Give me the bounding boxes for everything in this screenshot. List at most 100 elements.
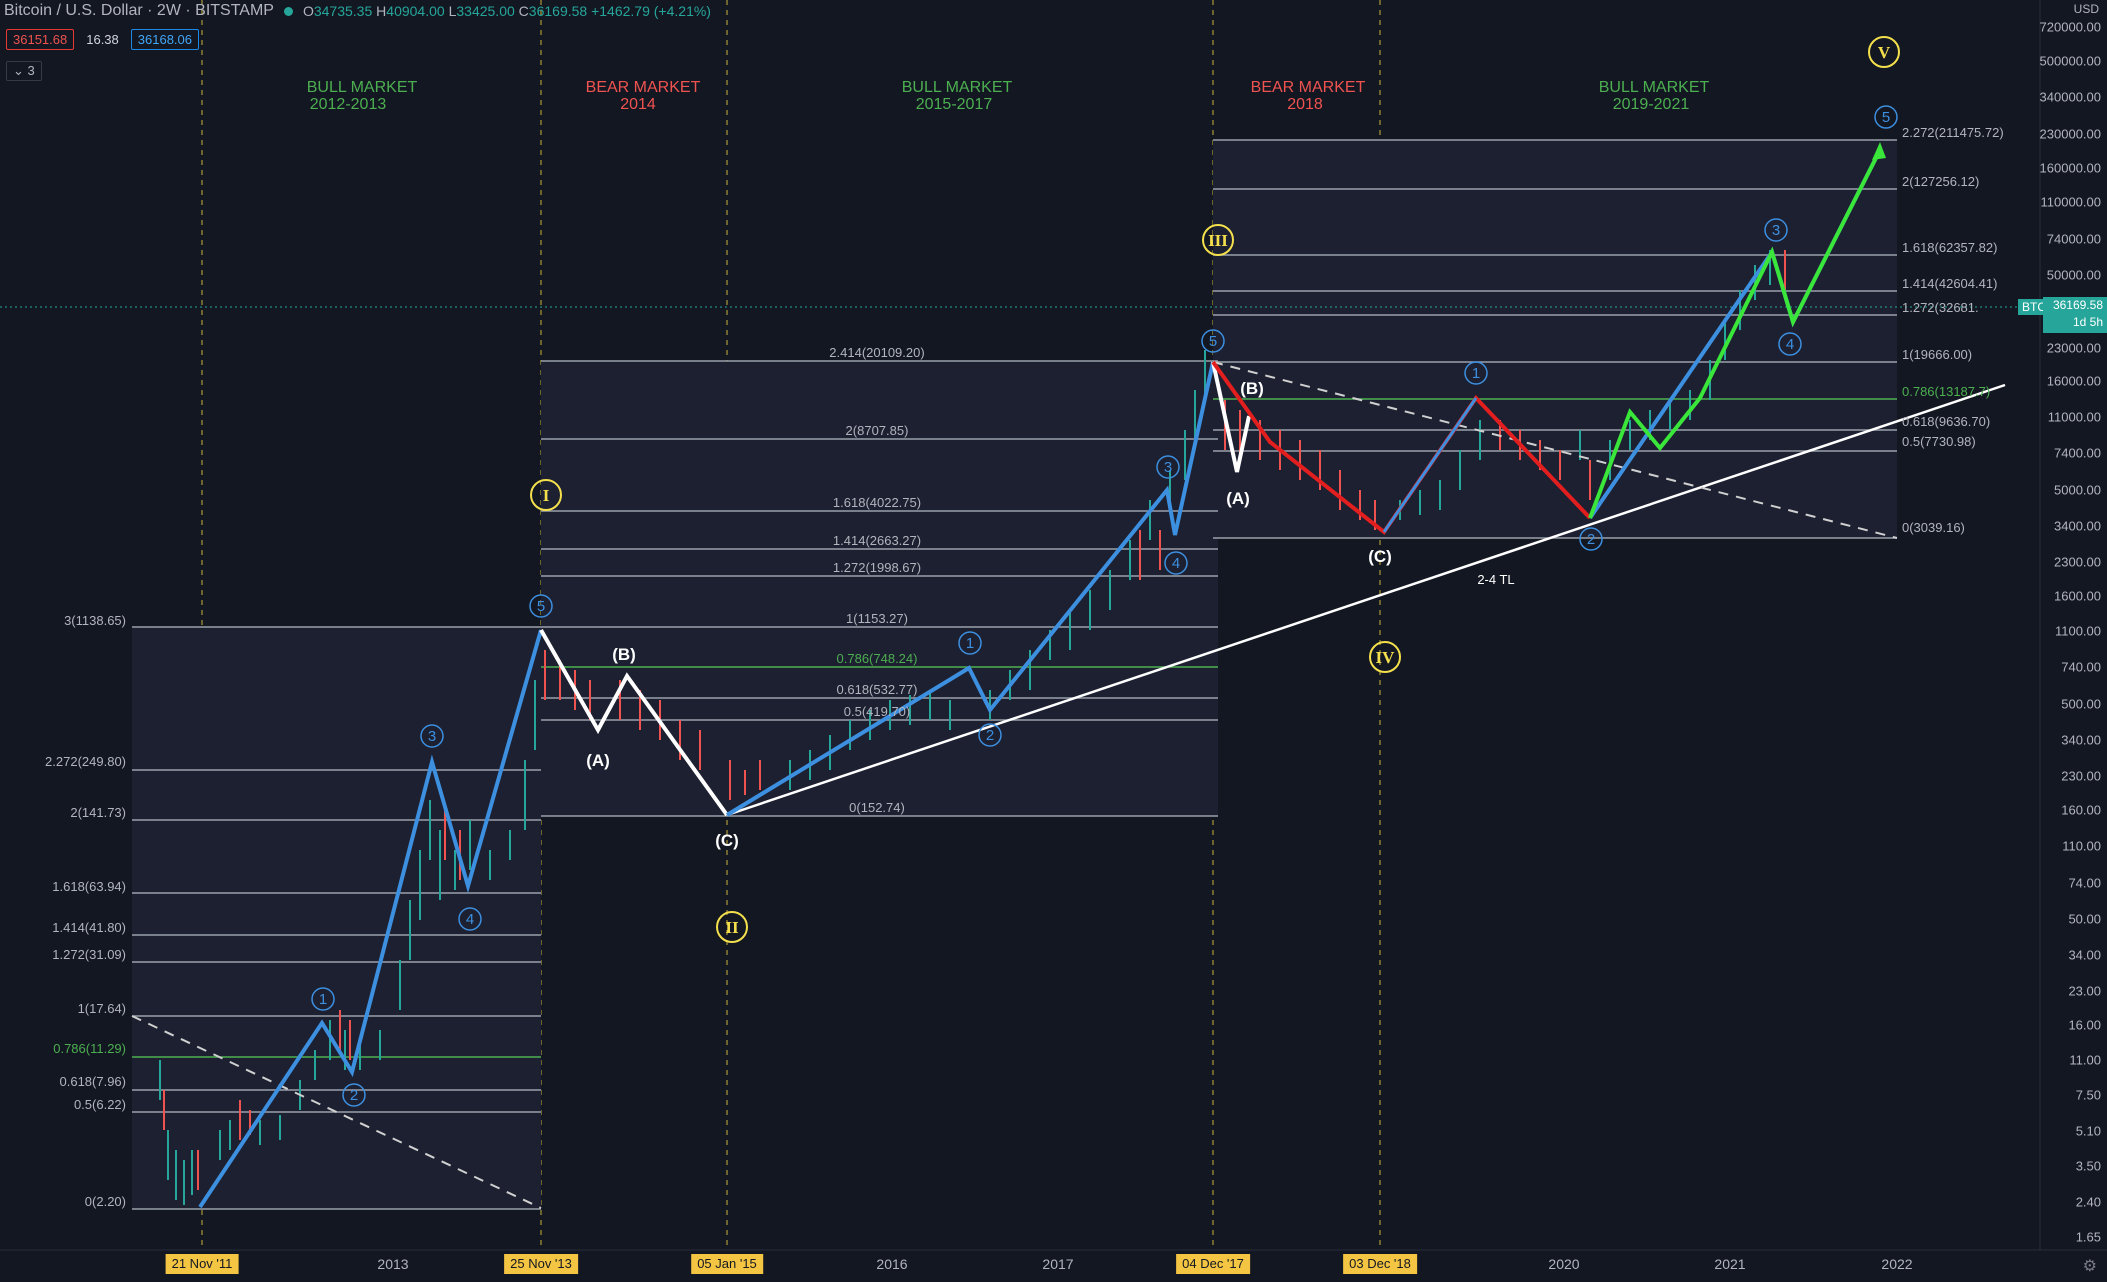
major-wave-label-i: I (530, 479, 562, 511)
price-axis-label: 230000.00 (2039, 126, 2101, 142)
fib-label: 0.618(9636.70) (1902, 414, 1990, 429)
close-value: 36169.58 (528, 3, 588, 19)
fib-label-green: 0.786(748.24) (837, 651, 918, 666)
fib-label: 1.414(2663.27) (833, 533, 921, 548)
currency-label[interactable]: USD (2073, 2, 2099, 16)
price-axis-label: 340000.00 (2039, 89, 2101, 105)
market-label-3a: BULL MARKET (902, 79, 1013, 96)
wave-label-4: 4 (1778, 332, 1802, 356)
fib-label: 3(1138.65) (64, 613, 126, 628)
svg-text:V: V (1878, 43, 1891, 62)
price-axis-label: 2300.00 (2054, 554, 2101, 570)
wave-label-b: (B) (1240, 379, 1264, 398)
highlighted-date: 03 Dec '18 (1343, 1254, 1417, 1274)
fib-label: 2(141.73) (70, 805, 126, 820)
chevron-down-icon: ⌄ (13, 63, 24, 78)
price-axis-label: 1600.00 (2054, 588, 2101, 604)
fib-label: 1(17.64) (78, 1001, 126, 1016)
fib-label: 0.618(7.96) (60, 1074, 127, 1089)
price-axis-label: 230.00 (2061, 768, 2101, 784)
market-label-5b: 2019-2021 (1613, 96, 1690, 113)
fib-label: 0(3039.16) (1902, 520, 1965, 535)
buy-button[interactable]: 36168.06 (130, 29, 200, 50)
svg-text:5: 5 (1209, 333, 1217, 350)
svg-text:IV: IV (1376, 648, 1396, 667)
svg-text:3: 3 (1164, 459, 1172, 476)
wave-label-a: (A) (1226, 489, 1250, 508)
wave-correction-2018-white (1211, 361, 1251, 473)
wave-label-2: 2 (342, 1083, 366, 1107)
price-axis-label: 5.10 (2075, 1123, 2101, 1139)
fib-label: 0.5(7730.98) (1902, 434, 1976, 449)
current-price-label: 36169.58 1d 5h (2043, 297, 2107, 333)
highlighted-date: 21 Nov '11 (165, 1254, 239, 1274)
fib-label: 1(19666.00) (1902, 347, 1972, 362)
major-wave-label-iii: III (1202, 224, 1234, 256)
wave-label-c: (C) (715, 831, 739, 850)
major-wave-label-ii: II (716, 911, 748, 943)
bar-countdown: 1d 5h (2072, 315, 2103, 329)
highlighted-date: 04 Dec '17 (1176, 1254, 1250, 1274)
fib-lines-2018-2021 (1213, 139, 1897, 539)
fib-label: 0.5(6.22) (74, 1097, 126, 1112)
fib-lines-2014-2017 (541, 360, 1218, 817)
market-label-4b: 2018 (1287, 96, 1323, 113)
fib-label: 1.414(42604.41) (1902, 276, 1997, 291)
fib-zone (132, 627, 541, 1209)
trade-buttons: 36151.68 16.38 36168.06 (6, 29, 200, 50)
symbol-title[interactable]: Bitcoin / U.S. Dollar · 2W · BITSTAMP (4, 2, 274, 19)
wave-label-5: 5 (1201, 329, 1225, 353)
price-axis-label: 1100.00 (2054, 623, 2101, 639)
market-labels: BULL MARKET 2012-2013 BEAR MARKET 2014 B… (307, 79, 1710, 113)
svg-text:2: 2 (350, 1087, 358, 1104)
price-axis-label: 16000.00 (2046, 373, 2101, 389)
trendline-2-4 (726, 383, 2006, 817)
market-status-dot (283, 6, 293, 16)
wave-impulse-2011-2013 (198, 629, 543, 1209)
fib-label-green: 0.786(13187.7) (1902, 384, 1990, 399)
fib-label: 0(2.20) (85, 1194, 126, 1209)
price-axis-label: 74.00 (2068, 875, 2101, 891)
price-axis-label: 720000.00 (2039, 19, 2101, 35)
wave-label-2: 2 (978, 723, 1002, 747)
sell-button[interactable]: 36151.68 (6, 29, 75, 50)
wave-impulse-2015-2017 (725, 361, 1215, 817)
market-label-2a: BEAR MARKET (586, 79, 701, 96)
spread-value: 16.38 (86, 32, 119, 47)
settings-gear-icon[interactable]: ⚙ (2082, 1258, 2097, 1275)
fib-labels-2014-2017: 2.414(20109.20) 2(8707.85) 1.618(4022.75… (829, 345, 924, 815)
indicators-toggle[interactable]: ⌄ 3 (6, 61, 42, 81)
price-axis-label: 3.50 (2075, 1158, 2101, 1174)
low-value: 33425.00 (456, 3, 515, 19)
price-axis-label: 2.40 (2075, 1194, 2101, 1210)
svg-text:3: 3 (428, 728, 436, 745)
current-price-value: 36169.58 (2052, 298, 2103, 312)
wave-label-c: (C) (1368, 547, 1392, 566)
time-axis-label: 2016 (876, 1256, 908, 1272)
svg-text:I: I (543, 486, 550, 505)
market-label-5a: BULL MARKET (1599, 79, 1710, 96)
dashed-trendline (1212, 361, 1898, 539)
time-axis-label: 2013 (377, 1256, 409, 1272)
price-axis-label: 1.65 (2075, 1229, 2101, 1245)
wave-count-labels: 1 2 3 4 5 1 2 3 4 5 1 2 3 4 5 (311, 105, 1898, 1107)
price-axis-label: 500000.00 (2039, 53, 2101, 69)
price-axis-label: 16.00 (2068, 1017, 2101, 1033)
market-label-2b: 2014 (620, 96, 656, 113)
price-axis-label: 110.00 (2062, 838, 2101, 854)
svg-text:1: 1 (1472, 365, 1480, 382)
price-axis-label: 34.00 (2068, 947, 2101, 963)
time-axis-label: 2022 (1881, 1256, 1913, 1272)
highlighted-date: 05 Jan '15 (691, 1254, 763, 1274)
price-axis-label: 11.00 (2069, 1052, 2101, 1068)
svg-text:2: 2 (986, 727, 994, 744)
symbol-header: Bitcoin / U.S. Dollar · 2W · BITSTAMP O3… (4, 0, 711, 22)
wave-label-5: 5 (1874, 105, 1898, 129)
svg-text:1: 1 (319, 991, 327, 1008)
fib-labels-2018-2021: 2.272(211475.72) 2(127256.12) 1.618(6235… (1902, 125, 2004, 535)
major-wave-label-iv: IV (1369, 641, 1401, 673)
fib-shading (132, 140, 1897, 1209)
price-axis-label: 7.50 (2075, 1087, 2101, 1103)
time-axis-label: 2020 (1548, 1256, 1580, 1272)
